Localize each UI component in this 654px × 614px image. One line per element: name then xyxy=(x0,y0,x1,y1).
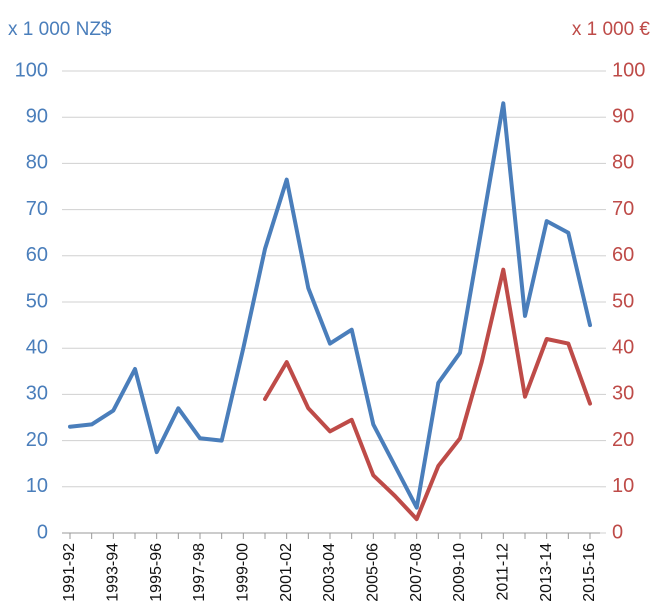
x-tick-label: 1997-98 xyxy=(191,543,208,602)
x-tick-label: 2007-08 xyxy=(408,543,425,602)
x-tick-label: 2011-12 xyxy=(495,543,512,601)
y2-tick-label: 20 xyxy=(612,429,634,451)
x-tick-label: 2015-16 xyxy=(581,543,598,602)
y-tick-label: 70 xyxy=(26,198,48,220)
y2-tick-label: 40 xyxy=(612,336,634,358)
y-tick-label: 40 xyxy=(26,336,48,358)
y2-tick-label: 70 xyxy=(612,198,634,220)
y-tick-label: 80 xyxy=(26,152,48,174)
x-tick-label: 1995-96 xyxy=(148,543,165,602)
y2-axis-label: x 1 000 € xyxy=(572,19,651,40)
y-tick-label: 30 xyxy=(26,383,48,405)
y-tick-label: 20 xyxy=(26,429,48,451)
x-tick-label: 2003-04 xyxy=(321,543,338,602)
y-axis-label: x 1 000 NZ$ xyxy=(8,19,112,40)
y2-tick-label: 100 xyxy=(612,59,645,81)
y2-tick-label: 80 xyxy=(612,152,634,174)
y-tick-label: 60 xyxy=(26,244,48,266)
y2-tick-label: 50 xyxy=(612,290,634,312)
series-line xyxy=(68,101,592,510)
y-tick-label: 100 xyxy=(15,59,48,81)
x-tick-label: 1993-94 xyxy=(105,543,122,602)
series-line xyxy=(263,267,592,522)
x-tick-label: 2009-10 xyxy=(451,543,468,602)
y2-tick-label: 30 xyxy=(612,383,634,405)
x-tick-label: 2013-14 xyxy=(538,543,555,602)
y-tick-label: 10 xyxy=(26,475,48,497)
y-tick-label: 90 xyxy=(26,105,48,127)
y2-tick-label: 0 xyxy=(612,521,623,543)
x-tick-label: 2005-06 xyxy=(365,543,382,602)
y-tick-label: 0 xyxy=(37,521,48,543)
x-tick-label: 1999-00 xyxy=(235,543,252,602)
y2-tick-label: 10 xyxy=(612,475,634,497)
x-tick-label: 1991-92 xyxy=(61,543,78,602)
x-tick-label: 2001-02 xyxy=(278,543,295,602)
y2-tick-label: 90 xyxy=(612,105,634,127)
y2-tick-label: 60 xyxy=(612,244,634,266)
y-tick-label: 50 xyxy=(26,290,48,312)
